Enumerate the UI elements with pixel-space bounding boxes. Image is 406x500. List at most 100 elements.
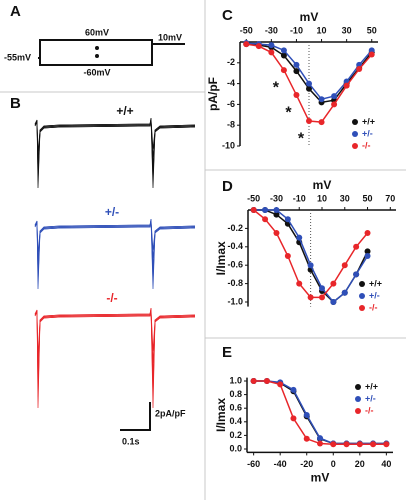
data-point [306,80,312,87]
data-point [368,47,375,54]
data-point [356,441,363,448]
data-point [330,280,337,287]
data-point [331,93,338,100]
y-tick-label: -0.4 [227,241,243,251]
data-point [368,51,375,58]
y-tick-label: -0.2 [227,223,243,233]
data-point [318,119,325,126]
legend-label: +/- [365,393,376,403]
x-axis-title: mV [300,10,319,24]
data-point [284,253,291,259]
x-tick-label: 30 [340,193,350,203]
data-point [273,211,280,218]
trace [34,307,196,386]
trace [34,118,196,181]
scale-bar: 2pA/pF 0.1s [120,402,186,446]
y-tick-label: 0.0 [229,443,242,453]
data-point [280,67,287,74]
annotation: * [273,79,280,96]
x-tick-label: 10 [317,193,327,203]
x-axis-title: mV [313,178,332,192]
data-point [319,285,325,292]
legend-label: -/- [365,405,374,415]
protocol-label: 10mV [158,32,182,42]
legend-marker [359,293,365,299]
data-point [364,253,371,259]
data-point [343,441,350,448]
y-axis-title: I/Imax [214,398,228,432]
y-tick-label: -8 [227,120,235,130]
data-point [243,41,250,48]
data-point [317,435,323,442]
x-tick-label: 50 [367,25,377,35]
panel-label: E [222,344,232,361]
y-tick-label: -0.8 [227,278,243,288]
legend-marker [355,396,361,402]
legend-marker [359,281,365,287]
data-point [290,386,297,393]
trace-label: +/+ [116,104,133,118]
dot [95,54,99,58]
data-point [318,96,325,103]
protocol-box [39,39,153,66]
legend-marker [352,119,358,125]
x-tick-label: 40 [381,459,391,469]
data-point [262,207,269,213]
data-point [296,234,303,241]
y-tick-label: 0.8 [229,389,242,399]
data-point [303,412,310,418]
data-point [353,271,360,278]
legend-marker [355,384,361,390]
data-point [306,118,312,125]
legend-label: +/- [362,128,373,138]
data-point [296,280,303,287]
data-point [364,230,371,236]
data-point [341,262,348,269]
y-tick-label: -10 [222,140,235,150]
x-tick-label: 0 [331,459,336,469]
protocol-label: -60mV [83,67,110,77]
protocol-label: 60mV [85,27,109,37]
data-point [268,49,275,56]
data-point [293,68,300,75]
protocol: -55mV 60mV -60mV 10mV [4,27,185,77]
y-tick-label: -6 [227,99,235,109]
data-point [250,378,257,384]
scale-label: 2pA/pF [155,408,186,418]
data-point [330,299,337,305]
x-tick-label: -30 [270,193,283,203]
protocol-line [38,43,185,59]
y-tick-label: -0.6 [227,260,243,270]
trace [34,117,196,152]
x-tick-label: -50 [240,25,253,35]
panel-label: D [222,178,233,195]
legend-marker [359,305,365,311]
x-tick-label: -60 [247,459,260,469]
data-point [331,101,338,108]
trace-label: -/- [106,291,117,305]
data-point [341,289,348,296]
data-point [353,243,360,250]
y-axis-title: I/Imax [214,241,228,275]
x-tick-label: 50 [363,193,373,203]
data-point [356,66,363,73]
data-point [284,216,291,223]
x-tick-label: 70 [385,193,395,203]
y-tick-label: 0.2 [229,430,242,440]
panel-label: C [222,7,233,24]
data-point [293,92,300,99]
x-tick-label: 30 [342,25,352,35]
x-tick-label: -40 [274,459,287,469]
trace [34,308,196,397]
panel-label: A [10,3,21,20]
data-point [273,230,280,236]
legend-label: +/- [369,290,380,300]
dot [95,46,99,50]
data-point [317,440,323,447]
trace [34,119,196,189]
legend-marker [355,408,361,414]
trace [34,218,196,253]
annotation: * [285,104,292,121]
data-point [255,43,262,50]
